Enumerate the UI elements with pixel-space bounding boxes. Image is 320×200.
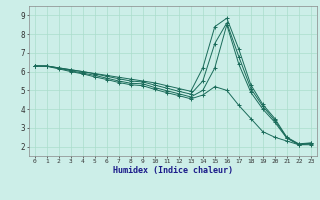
X-axis label: Humidex (Indice chaleur): Humidex (Indice chaleur) (113, 166, 233, 175)
